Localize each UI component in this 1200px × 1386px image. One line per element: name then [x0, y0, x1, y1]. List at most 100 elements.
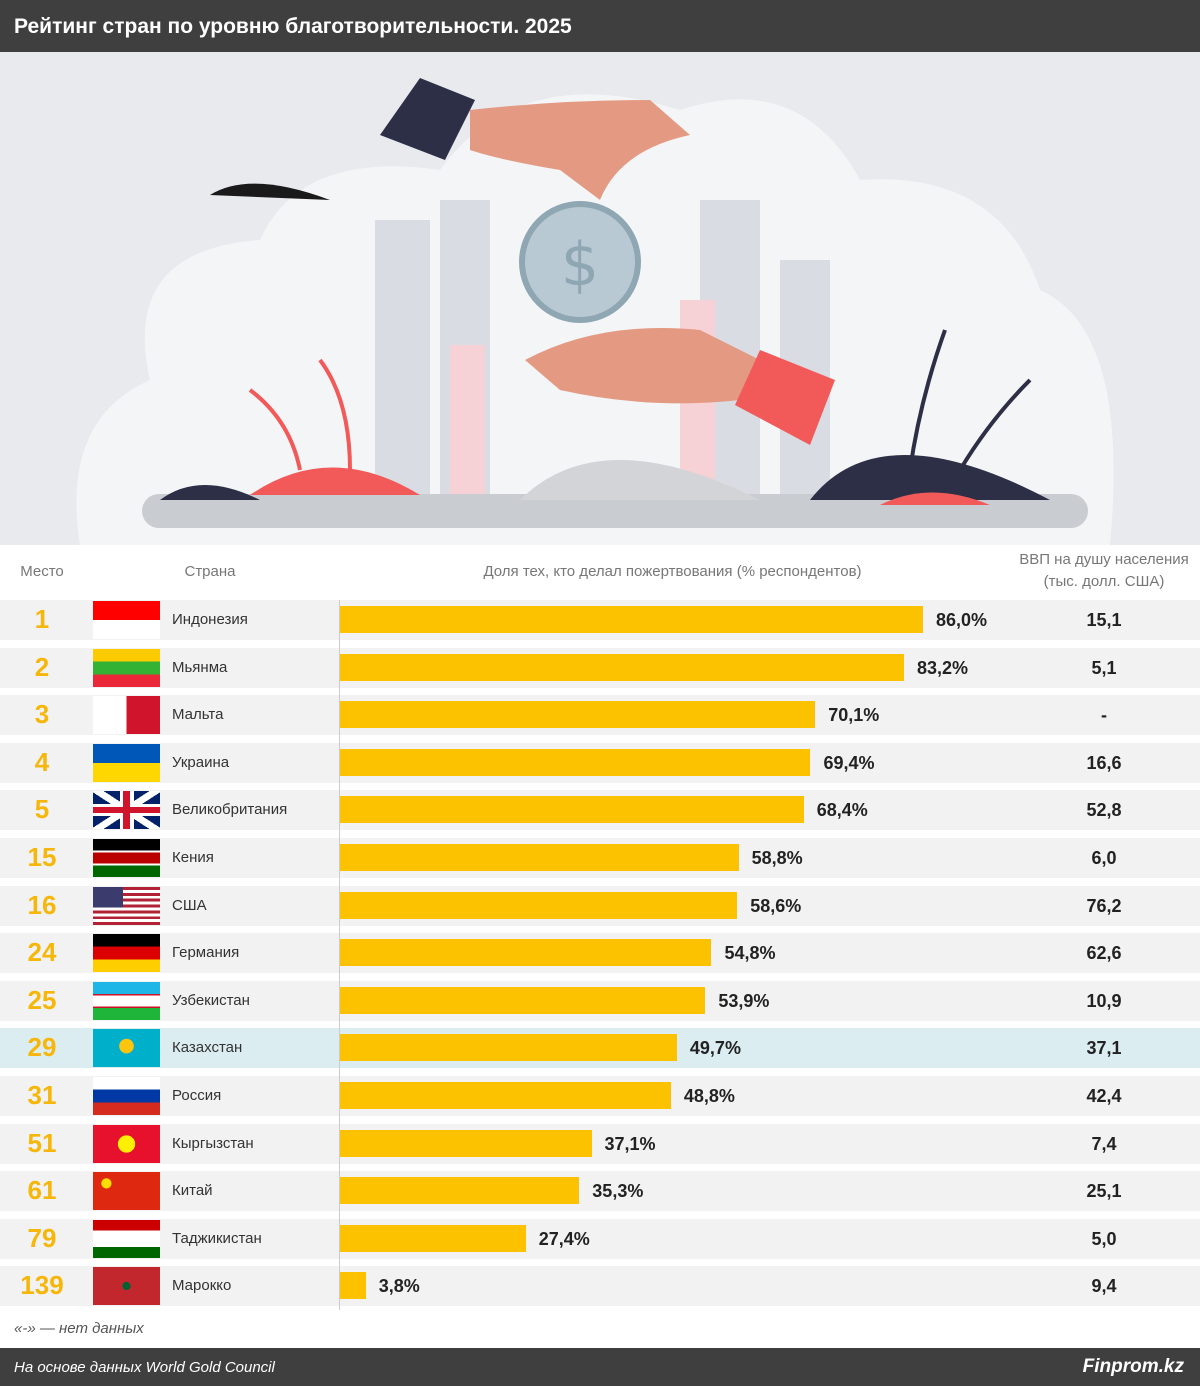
- table-row: 3 Мальта 70,1% -: [0, 695, 1200, 736]
- rank-number: 16: [27, 889, 57, 920]
- gdp-value: 9,4: [1091, 1276, 1117, 1297]
- gdp-value: 6,0: [1091, 848, 1117, 868]
- gdp-value: 37,1: [1086, 1038, 1122, 1059]
- footer: На основе данных World Gold Council Finp…: [0, 1348, 1200, 1386]
- bar-value-label: 58,8%: [751, 848, 803, 868]
- bar-value-label: 35,3%: [592, 1181, 644, 1202]
- bar-value-label: 70,1%: [828, 705, 880, 726]
- country-name: Мальта: [172, 706, 224, 724]
- table-row: 15 Кения 58,8% 6,0: [0, 838, 1200, 878]
- country-name: Великобритания: [172, 801, 288, 819]
- rank-number: 61: [27, 1175, 57, 1206]
- flag-tajikistan-icon: [93, 1219, 160, 1258]
- gdp-value: 52,8: [1086, 800, 1122, 821]
- table-row: 4 Украина 69,4% 16,6: [0, 742, 1200, 783]
- flag-myanmar-icon: [93, 648, 160, 687]
- country-name: Таджикистан: [172, 1229, 262, 1247]
- bar-value-label: 69,4%: [823, 752, 875, 773]
- country-name: Мьянма: [172, 658, 228, 676]
- flag-kyrgyzstan-icon: [93, 1124, 160, 1163]
- bar-value-label: 37,1%: [604, 1133, 656, 1154]
- gdp-value: -: [1101, 705, 1107, 726]
- flag-uzbekistan-icon: [93, 981, 160, 1020]
- table-row: 2 Мьянма 83,2% 5,1: [0, 647, 1200, 688]
- table-row: 29 Казахстан 49,7% 37,1: [0, 1028, 1200, 1069]
- rank-number: 5: [34, 794, 50, 825]
- flag-ukraine-icon: [93, 743, 160, 782]
- gdp-value: 5,1: [1091, 657, 1117, 678]
- country-name: Казахстан: [172, 1039, 243, 1057]
- bar: [340, 1272, 366, 1300]
- bar: [340, 891, 738, 919]
- country-name: Марокко: [172, 1277, 232, 1295]
- bar-axis-line: [339, 600, 340, 1310]
- header-rank: Место: [20, 563, 64, 580]
- table-row: 31 Россия 48,8% 42,4: [0, 1076, 1200, 1116]
- gdp-value: 25,1: [1086, 1181, 1122, 1202]
- flag-malta-icon: [93, 696, 160, 735]
- country-name: Россия: [172, 1087, 222, 1104]
- country-name: США: [172, 896, 207, 914]
- gdp-value: 42,4: [1086, 1086, 1122, 1106]
- gdp-value: 76,2: [1086, 895, 1122, 916]
- country-name: Украина: [172, 753, 230, 771]
- bar: [340, 1177, 580, 1205]
- flag-china-icon: [93, 1172, 160, 1211]
- flag-indonesia-icon: [93, 601, 160, 639]
- bar-value-label: 83,2%: [917, 657, 969, 678]
- rank-number: 2: [34, 651, 50, 682]
- country-name: Китай: [172, 1182, 213, 1200]
- bar-value-label: 86,0%: [936, 610, 988, 630]
- gdp-value: 7,4: [1091, 1133, 1117, 1154]
- header-gdp-1: ВВП на душу населения: [1019, 551, 1189, 568]
- rank-number: 25: [27, 984, 57, 1015]
- footnote: «-» — нет данных: [14, 1320, 144, 1337]
- brand-logo: Finprom.kz: [1082, 1356, 1184, 1377]
- table-row: 1 Индонезия 86,0% 15,1: [0, 600, 1200, 640]
- bar: [340, 844, 739, 871]
- rank-number: 29: [27, 1032, 57, 1063]
- rank-number: 24: [27, 937, 57, 968]
- table-row: 79 Таджикистан 27,4% 5,0: [0, 1218, 1200, 1259]
- flag-kenya-icon: [93, 839, 160, 877]
- flag-usa-icon: [93, 886, 160, 925]
- svg-text:$: $: [561, 230, 599, 300]
- flag-russia-icon: [93, 1077, 160, 1115]
- table-row: 139 Марокко 3,8% 9,4: [0, 1266, 1200, 1307]
- rank-number: 15: [27, 842, 57, 872]
- gdp-value: 5,0: [1091, 1228, 1117, 1249]
- bar: [340, 986, 706, 1014]
- bar-value-label: 27,4%: [538, 1228, 590, 1249]
- table-row: 51 Кыргызстан 37,1% 7,4: [0, 1123, 1200, 1164]
- header-gdp-2: (тыс. долл. США): [1043, 573, 1165, 590]
- header-share: Доля тех, кто делал пожертвования (% рес…: [483, 563, 862, 580]
- rank-number: 51: [27, 1127, 57, 1158]
- bar-value-label: 48,8%: [683, 1086, 735, 1106]
- country-name: Кения: [172, 849, 214, 866]
- bar: [340, 748, 811, 776]
- gdp-value: 15,1: [1086, 610, 1122, 630]
- country-name: Узбекистан: [172, 991, 250, 1009]
- bar: [340, 606, 923, 633]
- rank-number: 31: [27, 1080, 57, 1110]
- table-row: 61 Китай 35,3% 25,1: [0, 1171, 1200, 1212]
- bar: [340, 1129, 592, 1157]
- bar: [340, 796, 804, 824]
- rank-number: 3: [34, 699, 50, 730]
- country-name: Индонезия: [172, 611, 248, 628]
- header-country: Страна: [184, 563, 236, 580]
- bar: [340, 1082, 671, 1109]
- gdp-value: 16,6: [1086, 752, 1122, 773]
- gdp-value: 62,6: [1086, 943, 1122, 964]
- gdp-value: 10,9: [1086, 990, 1122, 1011]
- bar: [340, 1034, 677, 1062]
- source-text: На основе данных World Gold Council: [14, 1359, 275, 1376]
- bar-value-label: 54,8%: [724, 943, 776, 964]
- bar-value-label: 68,4%: [816, 800, 868, 821]
- rank-number: 79: [27, 1222, 57, 1253]
- bar: [340, 1224, 526, 1252]
- rank-number: 1: [34, 604, 50, 634]
- bar-value-label: 3,8%: [378, 1276, 420, 1297]
- bar: [340, 653, 905, 681]
- bar-value-label: 49,7%: [689, 1038, 741, 1059]
